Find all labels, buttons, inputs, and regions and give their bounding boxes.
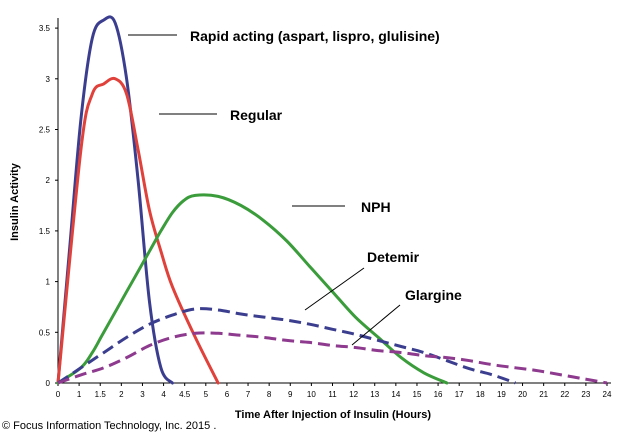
series-label-glargine: Glargine xyxy=(405,287,462,303)
annotations: Rapid acting (aspart, lispro, glulisine)… xyxy=(128,28,462,346)
series-line-detemir xyxy=(57,307,517,385)
x-tick-label: 0 xyxy=(56,390,61,399)
y-tick-label: 2 xyxy=(46,176,51,185)
x-tick-label: 8 xyxy=(267,390,272,399)
y-tick-label: 1 xyxy=(46,278,51,287)
series-label-nph: NPH xyxy=(361,199,391,215)
series-line-rapid xyxy=(56,15,174,385)
copyright-notice: © Focus Information Technology, Inc. 201… xyxy=(2,420,216,432)
series-label-detemir: Detemir xyxy=(367,249,420,265)
series-label-rapid: Rapid acting (aspart, lispro, glulisine) xyxy=(190,28,440,44)
series-line-glargine xyxy=(57,331,608,385)
x-tick-label: 14 xyxy=(391,390,400,399)
series-label-regular: Regular xyxy=(230,107,283,123)
y-tick-label: 0.5 xyxy=(39,328,51,337)
x-axis-label: Time After Injection of Insulin (Hours) xyxy=(235,409,432,421)
x-tick-label: 13 xyxy=(370,390,379,399)
x-tick-label: 12 xyxy=(349,390,358,399)
x-tick-label: 3 xyxy=(140,390,145,399)
x-tick-label: 21 xyxy=(539,390,548,399)
y-tick-label: 0 xyxy=(46,379,51,388)
x-tick-label: 5 xyxy=(204,390,209,399)
x-tick-label: 24 xyxy=(603,390,612,399)
x-tick-label: 17 xyxy=(455,390,464,399)
x-tick-label: 18 xyxy=(476,390,485,399)
x-tick-label: 11 xyxy=(328,390,337,399)
y-axis-label: Insulin Activity xyxy=(9,162,21,241)
x-tick-label: 22 xyxy=(560,390,569,399)
x-tick-label: 4.5 xyxy=(179,390,191,399)
annotation-leader-line xyxy=(304,267,365,311)
plot-area: 0 1 1.5 2 3 4 4.5 5 6 7 8 9 10 11 12 13 14 15 16 17 18 19 20 21… xyxy=(39,15,612,399)
x-tick-label: 7 xyxy=(246,390,251,399)
x-tick-label: 10 xyxy=(307,390,316,399)
series-line-nph xyxy=(56,193,449,385)
series-line-regular xyxy=(56,76,220,385)
x-tick-label: 1 xyxy=(77,390,82,399)
y-tick-label: 1.5 xyxy=(39,227,51,236)
x-tick-label: 1.5 xyxy=(95,390,107,399)
y-tick-label: 3 xyxy=(46,75,51,84)
y-tick-label: 3.5 xyxy=(39,24,51,33)
annotation-leader-line xyxy=(351,304,401,346)
x-tick-label: 15 xyxy=(413,390,422,399)
x-tick-label: 9 xyxy=(288,390,293,399)
x-tick-label: 19 xyxy=(497,390,506,399)
x-tick-label: 16 xyxy=(434,390,443,399)
x-tick-label: 23 xyxy=(581,390,590,399)
x-tick-label: 6 xyxy=(225,390,230,399)
x-tick-label: 2 xyxy=(119,390,124,399)
x-tick-label: 20 xyxy=(518,390,527,399)
y-tick-label: 2.5 xyxy=(39,126,51,135)
x-tick-label: 4 xyxy=(161,390,166,399)
